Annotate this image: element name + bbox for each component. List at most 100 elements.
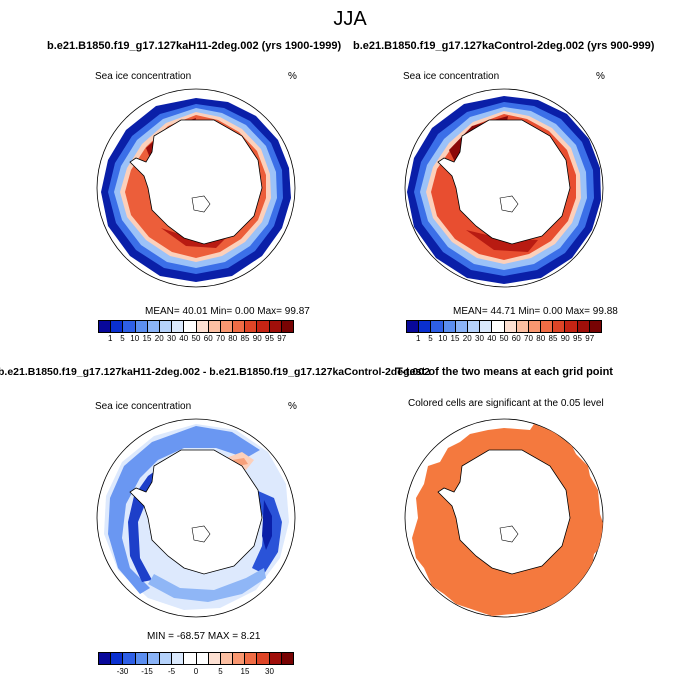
units-label-top-right: %	[596, 71, 605, 82]
colorbar-tick: 70	[524, 334, 533, 343]
colorbar-tick: 95	[265, 334, 274, 343]
colorbar-swatch	[504, 321, 517, 332]
colorbar-swatch	[196, 321, 209, 332]
colorbar-tick: 10	[130, 334, 140, 343]
colorbar-swatch	[443, 321, 456, 332]
colorbar-tick: 10	[438, 334, 448, 343]
colorbar-tick: 40	[487, 334, 497, 343]
colorbar-swatch	[419, 321, 432, 332]
colorbar-tick: 85	[548, 334, 558, 343]
colorbar-swatch	[245, 653, 258, 664]
colorbar-swatch	[431, 321, 444, 332]
colorbar-tick: 50	[191, 334, 201, 343]
variable-label-top-left: Sea ice concentration	[95, 71, 192, 82]
colorbar-swatch	[147, 653, 160, 664]
colorbar-swatch	[553, 321, 566, 332]
colorbar-tick: 70	[216, 334, 225, 343]
sea-ice-difference-map	[96, 418, 296, 618]
stats-top-left: MEAN= 40.01 Min= 0.00 Max= 99.87	[145, 306, 310, 317]
colorbar-swatch	[184, 321, 197, 332]
colorbar-swatch	[111, 653, 124, 664]
sea-ice-map-top-left	[96, 88, 296, 288]
colorbar-swatch	[407, 321, 420, 332]
colorbar-swatch	[577, 321, 590, 332]
colorbar-tick: 60	[203, 334, 213, 343]
colorbar-swatch	[467, 321, 481, 332]
colorbar-swatch	[123, 321, 136, 332]
colorbar-swatch	[233, 653, 246, 664]
colorbar-swatch	[541, 321, 554, 332]
colorbar-tick: 95	[573, 334, 582, 343]
panel-title-bottom-left: b.e21.B1850.f19_g17.127kaH11-2deg.002 - …	[0, 366, 430, 378]
colorbar-tick: 50	[499, 334, 509, 343]
colorbar-tick: 5	[120, 334, 125, 343]
colorbar-swatch	[281, 321, 293, 332]
colorbar-tick: 0	[193, 667, 199, 676]
colorbar-tick: -30	[116, 667, 129, 676]
colorbar-swatch	[99, 653, 112, 664]
colorbar-tick: 30	[167, 334, 176, 343]
colorbar-swatch	[257, 321, 270, 332]
sea-ice-map-top-right	[404, 88, 604, 288]
colorbar-tick: 90	[560, 334, 570, 343]
colorbar-tick: 85	[240, 334, 250, 343]
colorbar-ticks-top-right: 1 5 10 15 20 30 40 50 60 70 80 85 90 95 …	[406, 334, 602, 344]
colorbar-swatch	[135, 321, 148, 332]
colorbar-tick: 40	[179, 334, 189, 343]
colorbar-ticks-bottom-left: -30 -15 -5 0 5 15 30	[98, 667, 294, 677]
colorbar-swatch	[147, 321, 160, 332]
colorbar-tick: 80	[536, 334, 546, 343]
colorbar-tick: -15	[141, 667, 153, 676]
colorbar-swatch	[245, 321, 258, 332]
colorbar-swatch	[99, 321, 112, 332]
variable-label-top-right: Sea ice concentration	[403, 71, 500, 82]
colorbar-tick: 90	[252, 334, 262, 343]
colorbar-swatch	[516, 321, 529, 332]
colorbar-swatch	[172, 653, 185, 664]
t-test-map	[404, 418, 604, 618]
colorbar-swatch	[208, 321, 221, 332]
colorbar-swatch	[220, 653, 234, 664]
stats-bottom-left: MIN = -68.57 MAX = 8.21	[147, 631, 261, 642]
colorbar-swatch	[159, 321, 173, 332]
colorbar-swatch	[123, 653, 136, 664]
colorbar-swatch	[196, 653, 209, 664]
colorbar-bottom-left	[98, 652, 294, 665]
panel-title-top-right: b.e21.B1850.f19_g17.127kaControl-2deg.00…	[353, 40, 655, 52]
colorbar-tick: 1	[108, 334, 113, 343]
colorbar-swatch	[492, 321, 505, 332]
colorbar-swatch	[135, 653, 148, 664]
colorbar-tick: 80	[228, 334, 238, 343]
units-label-top-left: %	[288, 71, 297, 82]
variable-label-bottom-left: Sea ice concentration	[95, 401, 192, 412]
significance-note: Colored cells are significant at the 0.0…	[408, 398, 604, 409]
colorbar-swatch	[589, 321, 601, 332]
colorbar-top-left	[98, 320, 294, 333]
colorbar-swatch	[220, 321, 234, 332]
colorbar-swatch	[281, 653, 293, 664]
colorbar-swatch	[257, 653, 270, 664]
colorbar-swatch	[184, 653, 197, 664]
figure-title: JJA	[333, 8, 367, 30]
colorbar-tick: 5	[428, 334, 433, 343]
colorbar-swatch	[111, 321, 124, 332]
colorbar-swatch	[269, 321, 282, 332]
colorbar-swatch	[528, 321, 542, 332]
panel-title-bottom-right: T-test of the two means at each grid poi…	[396, 366, 613, 378]
colorbar-ticks-top-left: 1 5 10 15 20 30 40 50 60 70 80 85 90 95 …	[98, 334, 294, 344]
colorbar-tick: 15	[142, 334, 152, 343]
stats-top-right: MEAN= 44.71 Min= 0.00 Max= 99.88	[453, 306, 618, 317]
colorbar-tick: -5	[167, 667, 176, 676]
colorbar-tick: 1	[416, 334, 421, 343]
colorbar-swatch	[480, 321, 493, 332]
colorbar-tick: 20	[462, 334, 472, 343]
colorbar-tick: 15	[240, 667, 250, 676]
colorbar-tick: 97	[585, 334, 595, 343]
colorbar-tick: 30	[265, 667, 274, 676]
colorbar-tick: 97	[277, 334, 287, 343]
colorbar-swatch	[565, 321, 578, 332]
colorbar-swatch	[172, 321, 185, 332]
colorbar-top-right	[406, 320, 602, 333]
colorbar-tick: 20	[154, 334, 164, 343]
colorbar-swatch	[269, 653, 282, 664]
